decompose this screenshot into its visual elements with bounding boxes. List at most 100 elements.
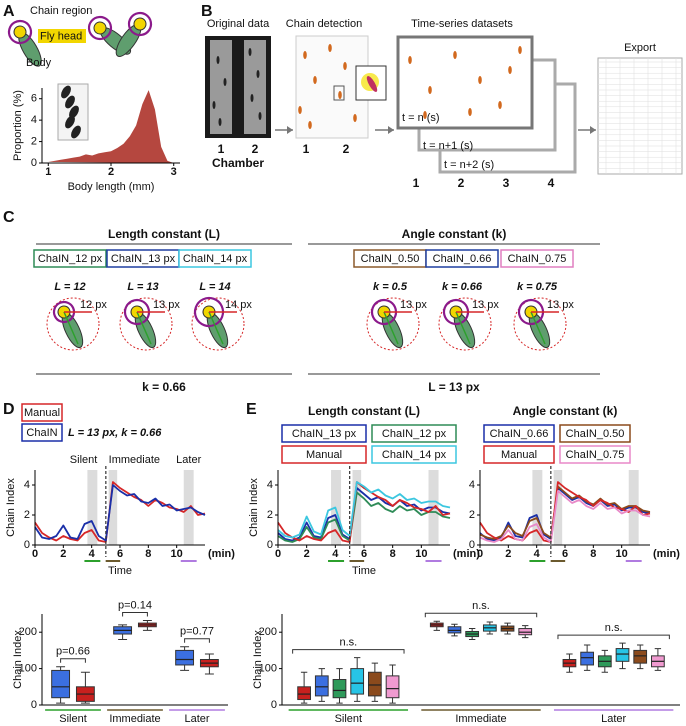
- period-label: Later: [176, 454, 201, 466]
- x-tick-label: 8: [590, 548, 596, 560]
- series-line: [479, 487, 651, 542]
- box: [175, 649, 195, 666]
- search-radius: [119, 297, 173, 351]
- y-tick-label: 2: [31, 135, 37, 147]
- annotation: Fly head: [40, 30, 82, 42]
- x-tick-label: 3: [171, 166, 177, 178]
- dataset-number: 3: [503, 176, 510, 190]
- significance-label: n.s.: [472, 600, 490, 612]
- significance-label: p=0.77: [180, 626, 214, 638]
- significance-label: n.s.: [605, 622, 623, 634]
- x-tick-label: 0: [477, 548, 483, 560]
- legend-label: ChaIN_0.66: [490, 428, 549, 440]
- series-line: [34, 481, 206, 543]
- fly-dot: [408, 56, 412, 64]
- x-axis-label: Time: [108, 565, 132, 577]
- section-title: Original data: [207, 18, 270, 30]
- x-tick-label: Immediate: [109, 713, 160, 725]
- arrow-head: [388, 126, 394, 134]
- fly-dot: [428, 86, 432, 94]
- detected-fly: [343, 62, 347, 70]
- y-tick-label: 0: [31, 157, 37, 169]
- y-tick-label: 4: [24, 479, 30, 491]
- x-tick-label: 0: [275, 548, 281, 560]
- fly-dot: [508, 66, 512, 74]
- fly-dot: [423, 111, 427, 119]
- condition-box: [425, 249, 499, 268]
- panel-letter: A: [3, 3, 15, 20]
- y-tick-label: 0: [31, 699, 37, 711]
- y-axis-label: Chain Index: [5, 478, 17, 537]
- inset-fly: [71, 125, 81, 139]
- x-unit: (min): [453, 548, 480, 560]
- search-radius: [513, 297, 567, 351]
- fixed-parameter: L = 13 px: [428, 380, 480, 394]
- annotation: Chain region: [30, 5, 92, 17]
- significance-bracket: [292, 649, 405, 654]
- x-tick-label: 6: [562, 548, 568, 560]
- search-radius: [366, 297, 420, 351]
- legend-box: [559, 445, 631, 464]
- condition-name: ChaIN_0.50: [361, 253, 420, 265]
- label-bg: [38, 29, 86, 43]
- legend-label: ChaIN_0.75: [566, 449, 625, 461]
- fly-head: [133, 17, 147, 31]
- y-tick-label: 200: [259, 626, 277, 638]
- fly-dot: [223, 78, 227, 86]
- condition-name: ChaIN_0.75: [508, 253, 567, 265]
- legend-box: [281, 445, 367, 464]
- dataset-number: 2: [458, 176, 465, 190]
- panel-letter: E: [246, 401, 257, 418]
- significance-label: n.s.: [339, 637, 357, 649]
- highlight-band: [553, 470, 563, 545]
- series-line: [34, 484, 206, 542]
- condition-name: ChaIN_0.66: [433, 253, 492, 265]
- significance-label: p=0.14: [118, 599, 152, 611]
- fly-dot: [468, 108, 472, 116]
- detected-fly: [338, 91, 342, 99]
- chamber-number: 1: [218, 142, 225, 156]
- legend-label: Manual: [501, 449, 537, 461]
- fly-dot: [256, 70, 260, 78]
- fly-dot: [218, 118, 222, 126]
- radius-label: 13 px: [400, 299, 427, 311]
- fly-head: [13, 25, 27, 39]
- inset-fly: [65, 115, 75, 129]
- panel-letter: B: [201, 3, 213, 20]
- panel-letter: D: [3, 401, 15, 418]
- y-tick-label: 0: [267, 539, 273, 551]
- box: [385, 675, 400, 699]
- x-tick-label: 10: [415, 548, 427, 560]
- chain-region: [87, 15, 113, 41]
- series-line: [277, 481, 451, 539]
- legend-label: ChaIN_13 px: [292, 428, 357, 440]
- x-tick-label: Immediate: [455, 713, 506, 725]
- frame: [396, 35, 534, 130]
- x-tick-label: 10: [616, 548, 628, 560]
- fly-dot: [216, 56, 220, 64]
- legend-box: [371, 424, 457, 443]
- legend-box: [371, 445, 457, 464]
- fly-dot: [478, 76, 482, 84]
- box: [297, 686, 311, 701]
- series-line: [479, 481, 651, 543]
- significance-bracket: [122, 612, 148, 617]
- chain-region: [7, 19, 33, 45]
- body-axis: [136, 311, 152, 345]
- section-title: Export: [624, 42, 656, 54]
- series-line: [277, 487, 451, 542]
- highlight-band: [108, 470, 118, 545]
- frame-label: t = n (s): [402, 112, 440, 124]
- radius-label: 13 px: [472, 299, 499, 311]
- condition-name: ChaIN_14 px: [183, 253, 248, 265]
- y-tick-label: 2: [469, 509, 475, 521]
- body-axis: [530, 311, 546, 345]
- x-tick-label: 1: [45, 166, 51, 178]
- condition-param: L = 14: [199, 281, 230, 293]
- period-label: Silent: [70, 454, 98, 466]
- dataset-number: 4: [548, 176, 555, 190]
- y-tick-label: 0: [24, 539, 30, 551]
- chain-region: [127, 11, 153, 37]
- chamber-number: 2: [252, 142, 259, 156]
- x-tick-label: 8: [390, 548, 396, 560]
